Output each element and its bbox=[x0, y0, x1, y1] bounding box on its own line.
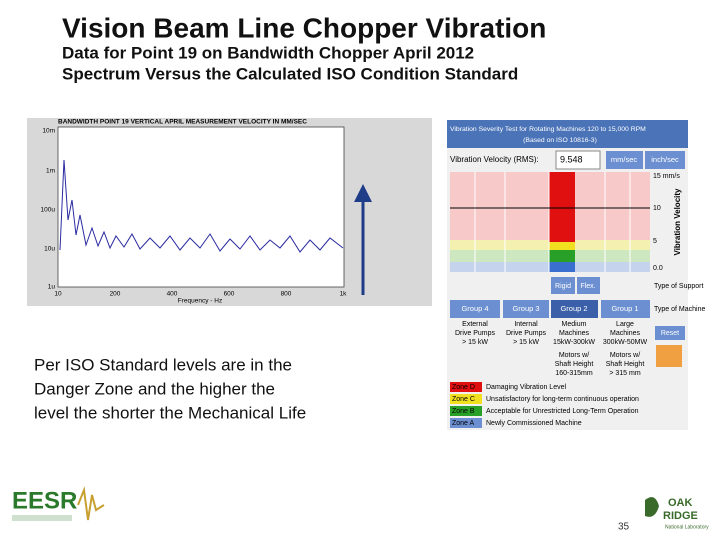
group-button: Group 3 bbox=[512, 304, 539, 313]
ornl-logo: OAK RIDGE National Laboratory bbox=[645, 497, 709, 530]
x-tick: 800 bbox=[281, 291, 292, 298]
group-description: Shaft Height bbox=[606, 361, 645, 368]
group-description: Large bbox=[616, 321, 634, 328]
panel-header: (Based on ISO 10816-3) bbox=[523, 137, 597, 144]
support-button: Rigid bbox=[555, 283, 571, 290]
title: Vision Beam Line Chopper Vibration bbox=[62, 12, 546, 43]
subtitle: Data for Point 19 on Bandwidth Chopper A… bbox=[62, 43, 474, 62]
zone-text: Unsatisfactory for long-term continuous … bbox=[486, 396, 639, 403]
plot-title: BANDWIDTH POINT 19 VERTICAL APRIL MEASUR… bbox=[58, 119, 307, 126]
body-text: Danger Zone and the higher the bbox=[34, 379, 275, 398]
zone-text: Acceptable for Unrestricted Long-Term Op… bbox=[486, 408, 639, 415]
group-description: Medium bbox=[562, 321, 587, 328]
zone-name: Zone B bbox=[452, 408, 475, 415]
unit-button: inch/sec bbox=[651, 155, 679, 164]
y-tick: 100u bbox=[41, 207, 56, 214]
group-description: 300kW-50MW bbox=[603, 339, 648, 346]
unit-button: mm/sec bbox=[611, 155, 638, 164]
arrow bbox=[354, 184, 372, 295]
zone-name: Zone D bbox=[452, 384, 475, 391]
x-tick: 1k bbox=[340, 291, 348, 298]
reset-button: Reset bbox=[661, 330, 679, 337]
group-description: Shaft Height bbox=[555, 361, 594, 368]
group-description: Machines bbox=[559, 330, 589, 337]
scale-label: 10 bbox=[653, 205, 661, 212]
x-tick: 200 bbox=[110, 291, 121, 298]
scale-label: 5 bbox=[653, 238, 657, 245]
body-text: level the shorter the Mechanical Life bbox=[34, 403, 306, 422]
group-description: Motors w/ bbox=[610, 352, 640, 359]
x-tick: 400 bbox=[167, 291, 178, 298]
group-button: Group 1 bbox=[611, 304, 638, 313]
scale-label: 15 mm/s bbox=[653, 173, 680, 180]
group-description: 15kW-300kW bbox=[553, 339, 595, 346]
group-description: > 315 mm bbox=[609, 370, 640, 377]
group-description: > 15 kW bbox=[513, 339, 539, 346]
group-button: Group 4 bbox=[461, 304, 488, 313]
y-tick: 10u bbox=[44, 246, 55, 253]
iso-panel: Vibration Severity Test for Rotating Mac… bbox=[447, 120, 705, 430]
group-description: > 15 kW bbox=[462, 339, 488, 346]
logo-text: RIDGE bbox=[663, 510, 698, 522]
logo-text: National Laboratory bbox=[665, 524, 709, 530]
group-button: Group 2 bbox=[560, 304, 587, 313]
y-tick: 1m bbox=[46, 168, 55, 175]
group-description: Motors w/ bbox=[559, 352, 589, 359]
panel-header: Vibration Severity Test for Rotating Mac… bbox=[450, 126, 646, 133]
velocity-label: Vibration Velocity (RMS): bbox=[450, 155, 539, 164]
group-description: Drive Pumps bbox=[506, 330, 547, 337]
logo-text: OAK bbox=[668, 497, 693, 509]
eesr-logo: EESR bbox=[12, 486, 105, 521]
group-description: 160-315mm bbox=[555, 370, 593, 377]
machine-label: Type of Machine bbox=[654, 306, 705, 313]
zone-name: Zone C bbox=[452, 396, 475, 403]
group-description: Machines bbox=[610, 330, 640, 337]
page-number: 35 bbox=[618, 522, 630, 533]
support-button: Flex. bbox=[580, 283, 595, 290]
x-label: Frequency - Hz bbox=[178, 298, 222, 305]
scale-label: 0.0 bbox=[653, 265, 663, 272]
support-label: Type of Support bbox=[654, 283, 703, 290]
x-tick: 10 bbox=[54, 291, 62, 298]
y-tick: 10m bbox=[42, 128, 55, 135]
y-tick: 1u bbox=[48, 284, 56, 291]
group-description: Internal bbox=[514, 321, 538, 328]
zone-text: Damaging Vibration Level bbox=[486, 384, 566, 391]
spectrum-image: BANDWIDTH POINT 19 VERTICAL APRIL MEASUR… bbox=[27, 118, 432, 306]
group-description: External bbox=[462, 321, 488, 328]
axis-label: Vibration Velocity bbox=[673, 188, 682, 256]
subtitle: Spectrum Versus the Calculated ISO Condi… bbox=[62, 64, 518, 83]
zone-name: Zone A bbox=[452, 420, 475, 427]
logo-text: EESR bbox=[12, 487, 77, 514]
x-tick: 600 bbox=[224, 291, 235, 298]
body-text: Per ISO Standard levels are in the bbox=[34, 355, 292, 374]
velocity-value: 9.548 bbox=[560, 154, 583, 164]
zone-text: Newly Commissioned Machine bbox=[486, 420, 582, 427]
group-description: Drive Pumps bbox=[455, 330, 496, 337]
